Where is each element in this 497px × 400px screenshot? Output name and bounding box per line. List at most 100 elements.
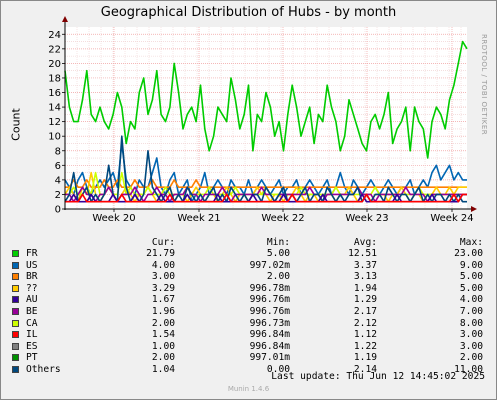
legend-cur: 1.67 xyxy=(151,294,175,306)
legend-name: FR xyxy=(26,248,38,259)
legend-swatch xyxy=(12,250,19,257)
legend-swatch xyxy=(12,261,19,269)
legend-avg: 1.19 xyxy=(353,352,377,364)
legend-max: 3.00 xyxy=(459,329,483,341)
legend-row: IL 1.54 996.84m 1.12 3.00 xyxy=(0,329,497,340)
rrdtool-watermark: RRDTOOL / TOBI OETIKER xyxy=(480,34,488,136)
legend-name: PT xyxy=(26,352,38,364)
legend-avg: 12.51 xyxy=(348,248,377,259)
legend-row: US 4.00 997.02m 3.37 9.00 xyxy=(0,260,497,271)
legend-name: US xyxy=(26,259,38,271)
legend-row: AU 1.67 996.76m 1.29 4.00 xyxy=(0,294,497,305)
x-tick-label: Week 21 xyxy=(177,213,220,224)
y-axis-arrow xyxy=(62,16,68,22)
series-line-il xyxy=(65,193,467,203)
legend-avg: 2.12 xyxy=(353,317,377,329)
legend-name: CA xyxy=(26,317,38,329)
legend-row: Others 1.04 0.00 2.14 11.00 xyxy=(0,364,497,375)
legend-name: Others xyxy=(26,364,61,375)
y-tick-label: 4 xyxy=(55,175,61,186)
y-tick-label: 14 xyxy=(48,103,61,114)
y-tick-label: 16 xyxy=(48,88,61,99)
legend-header-cur: Cur: xyxy=(151,237,175,248)
x-tick-label: Week 20 xyxy=(92,213,135,224)
legend-row: BR 3.00 2.00 3.13 5.00 xyxy=(0,271,497,282)
legend-min: 5.00 xyxy=(266,248,290,259)
legend-avg: 3.37 xyxy=(353,259,377,271)
legend-row: FR 21.79 5.00 12.51 23.00 xyxy=(0,248,497,259)
y-tick-label: 0 xyxy=(55,205,61,216)
legend-max: 8.00 xyxy=(459,317,483,329)
legend-name: ES xyxy=(26,340,38,352)
legend-min: 996.76m xyxy=(249,306,290,317)
legend-swatch xyxy=(12,284,19,292)
legend-swatch xyxy=(12,308,19,315)
y-tick-label: 18 xyxy=(48,73,61,84)
legend-avg: 1.94 xyxy=(353,282,377,294)
y-tick-label: 20 xyxy=(48,59,61,70)
x-axis-arrow xyxy=(471,206,477,212)
legend-header-min: Min: xyxy=(266,237,290,248)
legend-cur: 1.54 xyxy=(151,329,175,341)
legend-cur: 3.00 xyxy=(151,271,175,283)
legend-row: CA 2.00 996.73m 2.12 8.00 xyxy=(0,318,497,329)
legend-max: 23.00 xyxy=(454,248,483,259)
legend-avg: 1.22 xyxy=(353,340,377,352)
legend-max: 2.00 xyxy=(459,352,483,364)
legend-row: ES 1.00 996.84m 1.22 3.00 xyxy=(0,341,497,352)
legend-cur: 4.00 xyxy=(151,259,175,271)
y-tick-label: 2 xyxy=(55,190,61,201)
legend-row: ?? 3.29 996.78m 1.94 5.00 xyxy=(0,283,497,294)
legend-name: ?? xyxy=(26,282,38,294)
legend-min: 997.02m xyxy=(249,259,290,271)
series-line-be xyxy=(65,186,467,203)
y-tick-label: 22 xyxy=(48,44,61,55)
legend-min: 997.01m xyxy=(249,352,290,364)
legend-name: AU xyxy=(26,294,38,306)
legend-min: 996.76m xyxy=(249,294,290,306)
y-tick-label: 8 xyxy=(55,146,61,157)
legend-name: BE xyxy=(26,306,38,317)
munin-version: Munin 1.4.6 xyxy=(227,385,270,393)
legend-min: 996.78m xyxy=(249,282,290,294)
y-tick-label: 6 xyxy=(55,161,61,172)
legend-swatch xyxy=(12,354,19,362)
legend-swatch xyxy=(12,273,19,281)
legend-max: 5.00 xyxy=(459,282,483,294)
legend-min: 996.84m xyxy=(249,329,290,341)
legend-max: 5.00 xyxy=(459,271,483,283)
x-tick-label: Week 23 xyxy=(345,213,388,224)
legend-avg: 2.14 xyxy=(353,364,377,375)
chart-title: Geographical Distribution of Hubs - by m… xyxy=(100,5,397,20)
legend-avg: 1.12 xyxy=(353,329,377,341)
legend-name: IL xyxy=(26,329,38,341)
legend-swatch xyxy=(12,366,19,373)
legend-cur: 1.00 xyxy=(151,340,175,352)
legend-swatch xyxy=(12,296,19,304)
legend-cur: 1.04 xyxy=(151,364,175,375)
legend-cur: 2.00 xyxy=(151,352,175,364)
y-tick-label: 12 xyxy=(48,117,61,128)
y-tick-label: 10 xyxy=(48,132,61,143)
legend-avg: 3.13 xyxy=(353,271,377,283)
legend-swatch xyxy=(12,319,19,327)
legend-max: 7.00 xyxy=(459,306,483,317)
legend-max: 4.00 xyxy=(459,294,483,306)
legend-max: 9.00 xyxy=(459,259,483,271)
legend-avg: 2.17 xyxy=(353,306,377,317)
legend-header-row: Cur: Min: Avg: Max: xyxy=(0,237,497,248)
legend-cur: 1.96 xyxy=(151,306,175,317)
legend-name: BR xyxy=(26,271,38,283)
legend-min: 996.84m xyxy=(249,340,290,352)
legend-min: 2.00 xyxy=(266,271,290,283)
legend-row: PT 2.00 997.01m 1.19 2.00 xyxy=(0,352,497,363)
legend-swatch xyxy=(12,342,19,350)
legend-cur: 2.00 xyxy=(151,317,175,329)
legend-cur: 3.29 xyxy=(151,282,175,294)
legend-swatch xyxy=(12,331,19,339)
legend-cur: 21.79 xyxy=(146,248,175,259)
legend-max: 11.00 xyxy=(454,364,483,375)
y-tick-label: 24 xyxy=(48,30,61,41)
last-update: Last update: Thu Jun 12 14:45:02 2025 xyxy=(271,371,485,382)
